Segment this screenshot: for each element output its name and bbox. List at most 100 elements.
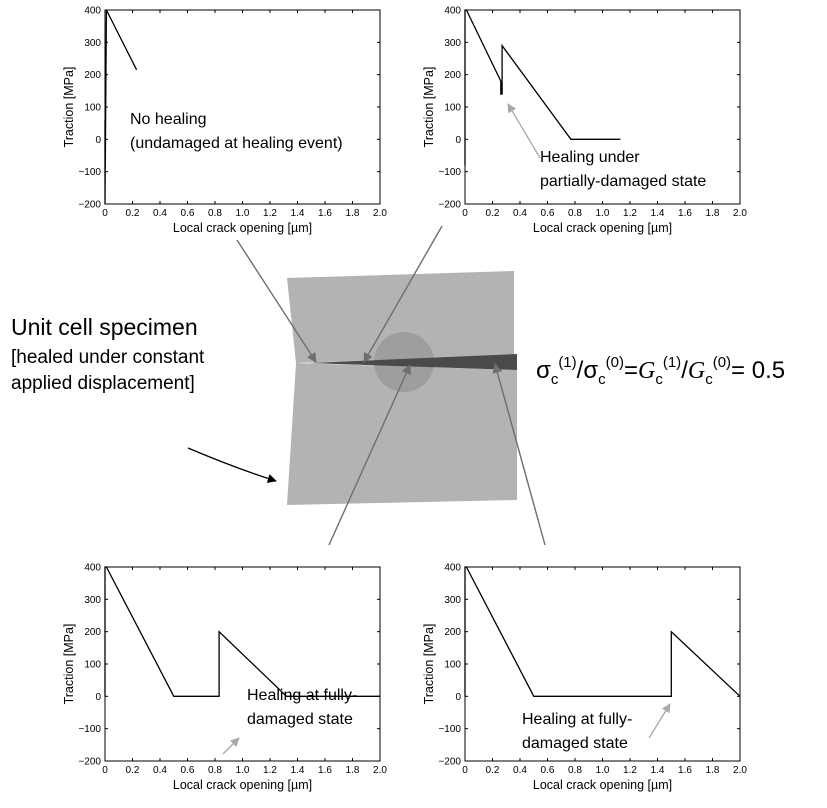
specimen-title: Unit cell specimen	[11, 314, 198, 340]
x-tick-label: 0.4	[513, 208, 527, 219]
y-tick-label: −100	[78, 167, 101, 178]
y-tick-label: 400	[444, 563, 461, 574]
plot-frame	[464, 566, 741, 762]
x-tick-label: 1.4	[291, 208, 305, 219]
x-tick-label: 0.8	[208, 765, 222, 776]
x-tick-label: 1.8	[346, 208, 360, 219]
x-tick-label: 1.6	[318, 208, 332, 219]
specimen-subtitle-line-1: [healed under constant	[11, 347, 205, 368]
x-tick-label: 0	[462, 765, 468, 776]
formula-value: = 0.5	[731, 357, 785, 384]
x-tick-label: 1.4	[291, 765, 305, 776]
x-tick-label: 1.8	[346, 765, 360, 776]
y-axis-label: Traction [MPa]	[422, 67, 436, 148]
formula-sup-0: (0)	[606, 354, 624, 371]
y-tick-label: −200	[78, 757, 101, 768]
formula-sub-c-3: c	[655, 371, 663, 388]
y-tick-label: 0	[95, 135, 101, 146]
x-tick-label: 1.2	[623, 208, 637, 219]
y-tick-label: 300	[84, 595, 101, 606]
x-tick-label: 0.6	[541, 765, 555, 776]
specimen-upper-half	[287, 271, 514, 363]
y-tick-label: 200	[84, 70, 101, 81]
y-tick-label: 400	[84, 563, 101, 574]
formula-sigma-1: σ	[536, 357, 551, 384]
chart-annotation-line: Healing at fully-	[522, 711, 632, 728]
x-tick-label: 1.0	[596, 208, 610, 219]
x-tick-label: 0.6	[181, 765, 195, 776]
specimen-label-arrow	[187, 447, 277, 483]
y-tick-label: 200	[444, 627, 461, 638]
chart-annotation-line: No healing	[130, 111, 207, 128]
traction-curve-line	[464, 9, 621, 166]
y-axis-label: Traction [MPa]	[62, 624, 76, 705]
ratio-formula: σc(1)/σc(0)=Gc(1)/Gc(0)= 0.5	[536, 354, 785, 388]
x-tick-label: 1.0	[236, 208, 250, 219]
x-tick-label: 0.8	[568, 765, 582, 776]
chart-annotation-line: damaged state	[522, 735, 628, 752]
x-tick-label: 1.2	[263, 208, 277, 219]
traction-curve-line	[104, 566, 380, 697]
y-tick-label: 0	[455, 692, 461, 703]
pointer-arrow-bottom-right	[492, 363, 546, 546]
pointer-arrow-bottom-left	[328, 364, 411, 546]
x-tick-label: 0.4	[513, 765, 527, 776]
x-tick-label: 1.6	[678, 208, 692, 219]
x-tick-label: 0.6	[181, 208, 195, 219]
chart-partially-damaged: 0 0.2 0.4 0.6 0.8 1.0 1.2 1.4 1.6 1.8 2.0 400 300 200…	[422, 6, 747, 236]
y-tick-label: 400	[444, 6, 461, 17]
y-tick-label: −200	[78, 200, 101, 211]
x-tick-label: 0.2	[486, 765, 500, 776]
formula-sub-c-1: c	[551, 371, 559, 388]
annotation-arrow-partial	[507, 103, 541, 159]
x-tick-label: 1.6	[318, 765, 332, 776]
formula-sigma-2: σ	[583, 357, 598, 384]
x-tick-label: 1.0	[236, 765, 250, 776]
annotation-arrow-fully-left	[222, 737, 240, 755]
y-tick-label: 100	[444, 660, 461, 671]
y-tick-label: 200	[84, 627, 101, 638]
y-tick-label: −100	[438, 724, 461, 735]
formula-G-2: G	[688, 358, 705, 384]
y-tick-label: 0	[95, 692, 101, 703]
x-tick-label: 0.8	[208, 208, 222, 219]
x-tick-label: 0.2	[126, 765, 140, 776]
unit-cell-specimen	[287, 271, 517, 505]
y-tick-label: −100	[78, 724, 101, 735]
x-axis-label: Local crack opening [µm]	[533, 221, 672, 235]
chart-fully-damaged-late: 0 0.2 0.4 0.6 0.8 1.0 1.2 1.4 1.6 1.8 2.0 400 300 200…	[422, 563, 747, 793]
y-tick-label: 100	[444, 103, 461, 114]
crack-wedge	[308, 354, 517, 370]
plot-frame	[104, 9, 381, 205]
formula-sup-1: (1)	[558, 354, 576, 371]
x-tick-label: 0.2	[486, 208, 500, 219]
x-tick-label: 0.2	[126, 208, 140, 219]
x-tick-label: 1.0	[596, 765, 610, 776]
formula-slash-2: /	[681, 357, 688, 384]
x-tick-label: 1.4	[651, 208, 665, 219]
x-tick-label: 0.8	[568, 208, 582, 219]
formula-sup-0b: (0)	[713, 354, 731, 371]
x-tick-label: 1.8	[706, 208, 720, 219]
x-tick-label: 2.0	[733, 208, 747, 219]
y-tick-label: 300	[444, 595, 461, 606]
formula-G-1: G	[638, 358, 655, 384]
x-tick-label: 0	[102, 765, 108, 776]
x-tick-label: 1.4	[651, 765, 665, 776]
y-axis-label: Traction [MPa]	[422, 624, 436, 705]
plot-frame	[104, 566, 381, 762]
x-tick-label: 0	[462, 208, 468, 219]
specimen-lower-half	[287, 363, 517, 505]
x-tick-label: 1.6	[678, 765, 692, 776]
y-tick-label: 300	[84, 38, 101, 49]
y-tick-label: 0	[455, 135, 461, 146]
chart-annotation-line: damaged state	[247, 711, 353, 728]
chart-fully-damaged-early: 0 0.2 0.4 0.6 0.8 1.0 1.2 1.4 1.6 1.8 2.0 400 300 200…	[62, 563, 387, 793]
x-tick-label: 0	[102, 208, 108, 219]
chart-annotation-line: partially-damaged state	[540, 173, 706, 190]
y-tick-label: 100	[84, 103, 101, 114]
y-tick-label: 200	[444, 70, 461, 81]
x-tick-label: 1.2	[263, 765, 277, 776]
